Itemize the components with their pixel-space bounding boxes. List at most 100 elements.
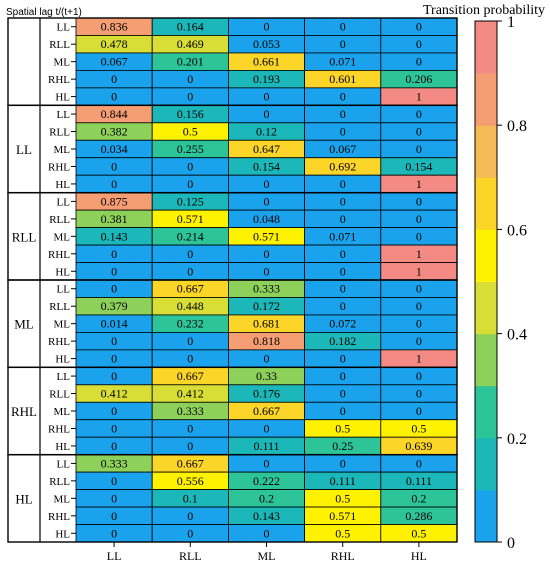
- cell-value-label: 0: [111, 474, 117, 488]
- cell-value-label: 0: [111, 526, 117, 540]
- column-tick-label: LL: [107, 549, 122, 563]
- cell-value-label: 0: [416, 387, 422, 401]
- cell-value-label: 0: [416, 212, 422, 226]
- colorbar-segment: [475, 125, 497, 178]
- cell-value-label: 0.381: [101, 212, 128, 226]
- cell-value-label: 0.111: [406, 474, 432, 488]
- colorbar-segment: [475, 177, 497, 230]
- row-tick-label: RHL: [48, 161, 70, 173]
- cell-value-label: 0: [264, 177, 270, 191]
- cell-value-label: 0.667: [177, 369, 204, 383]
- column-tick-label: HL: [411, 549, 427, 563]
- cell-value-label: 0: [416, 107, 422, 121]
- row-tick-label: RLL: [49, 389, 70, 401]
- colorbar-segment: [475, 489, 497, 543]
- cell-value-label: 0.33: [256, 369, 277, 383]
- cell-value-label: 0: [111, 90, 117, 104]
- cell-value-label: 0: [187, 90, 193, 104]
- cell-value-label: 0.286: [405, 509, 432, 523]
- cell-value-label: 0: [416, 299, 422, 313]
- colorbar-segment: [475, 281, 497, 335]
- cell-value-label: 0: [340, 125, 346, 139]
- cell-value-label: 0.201: [177, 55, 204, 69]
- cell-value-label: 0: [340, 107, 346, 121]
- cell-value-label: 0.111: [253, 439, 279, 453]
- heatmap-cell-labels: 0.836 0.164 0 0 00.478 0.469 0.053 0 00.067 0.201…: [101, 20, 433, 541]
- cell-value-label: 0: [111, 404, 117, 418]
- row-tick-label: ML: [54, 231, 71, 243]
- group-label: ML: [14, 317, 34, 332]
- cell-value-label: 0.5: [335, 421, 350, 435]
- cell-value-label: 1: [416, 264, 422, 278]
- cell-value-label: 0: [416, 282, 422, 296]
- cell-value-label: 0: [111, 72, 117, 86]
- cell-value-label: 0: [187, 247, 193, 261]
- cell-value-label: 0.692: [329, 159, 356, 173]
- cell-value-label: 0: [111, 159, 117, 173]
- cell-value-label: 1: [416, 352, 422, 366]
- row-tick-label: LL: [57, 284, 71, 296]
- row-tick-label: RLL: [49, 39, 70, 51]
- colorbar-segment: [475, 21, 497, 74]
- row-tick-label: RLL: [49, 214, 70, 226]
- cell-value-label: 0.412: [177, 387, 204, 401]
- cell-value-label: 0.255: [177, 142, 204, 156]
- cell-value-label: 0: [111, 247, 117, 261]
- cell-value-label: 0: [187, 352, 193, 366]
- row-tick-label: ML: [54, 144, 71, 156]
- cell-value-label: 0.667: [177, 456, 204, 470]
- cell-value-label: 0.667: [253, 404, 280, 418]
- cell-value-label: 0: [340, 194, 346, 208]
- cell-value-label: 0: [264, 247, 270, 261]
- cell-value-label: 0: [111, 282, 117, 296]
- cell-value-label: 0.667: [177, 282, 204, 296]
- cell-value-label: 0.067: [329, 142, 356, 156]
- cell-value-label: 0: [187, 159, 193, 173]
- cell-value-label: 0.072: [329, 317, 356, 331]
- cell-value-label: 0: [340, 90, 346, 104]
- cell-value-label: 0: [340, 177, 346, 191]
- cell-value-label: 1: [416, 177, 422, 191]
- cell-value-label: 0.601: [329, 72, 356, 86]
- cell-value-label: 0.172: [253, 299, 280, 313]
- cell-value-label: 0.2: [411, 491, 426, 505]
- row-tick-label: HL: [55, 179, 70, 191]
- cell-value-label: 0: [111, 352, 117, 366]
- cell-value-label: 0: [340, 387, 346, 401]
- row-tick-label: RHL: [48, 511, 70, 523]
- column-tick-label: RLL: [179, 549, 202, 563]
- cell-value-label: 0.556: [177, 474, 204, 488]
- cell-value-label: 0.681: [253, 317, 280, 331]
- cell-value-label: 0.661: [253, 55, 280, 69]
- cell-value-label: 0: [416, 142, 422, 156]
- cell-value-label: 0.222: [253, 474, 280, 488]
- cell-value-label: 0.5: [411, 421, 426, 435]
- cell-value-label: 0: [340, 212, 346, 226]
- cell-value-label: 0: [416, 229, 422, 243]
- cell-value-label: 0: [340, 404, 346, 418]
- cell-value-label: 0.333: [177, 404, 204, 418]
- cell-value-label: 0.1: [183, 491, 198, 505]
- cell-value-label: 0.571: [177, 212, 204, 226]
- cell-value-label: 0: [187, 264, 193, 278]
- cell-value-label: 0.5: [335, 491, 350, 505]
- colorbar-segment: [475, 229, 497, 282]
- cell-value-label: 0.053: [253, 37, 280, 51]
- cell-value-label: 0.2: [259, 491, 274, 505]
- cell-value-label: 0.647: [253, 142, 280, 156]
- cell-value-label: 0.379: [101, 299, 128, 313]
- row-tick-label: HL: [55, 266, 70, 278]
- cell-value-label: 0.571: [253, 229, 280, 243]
- cell-value-label: 0.143: [101, 229, 128, 243]
- cell-value-label: 0.469: [177, 37, 204, 51]
- colorbar-segment: [475, 73, 497, 126]
- cell-value-label: 0.071: [329, 229, 356, 243]
- cell-value-label: 0: [340, 299, 346, 313]
- cell-value-label: 0.176: [253, 387, 280, 401]
- row-tick-label: RHL: [48, 249, 70, 261]
- cell-value-label: 0: [264, 107, 270, 121]
- cell-value-label: 0.143: [253, 509, 280, 523]
- cell-value-label: 0: [416, 404, 422, 418]
- cell-value-label: 0.5: [411, 526, 426, 540]
